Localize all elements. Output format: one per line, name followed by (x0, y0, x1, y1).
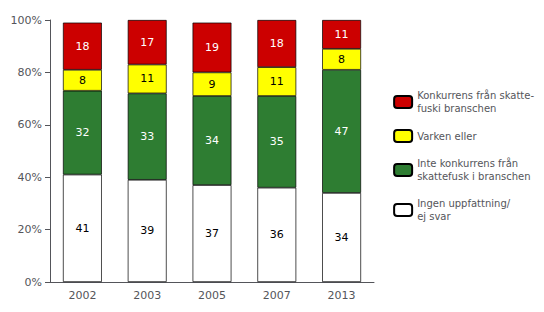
svg-text:35: 35 (270, 135, 284, 148)
svg-text:Ingen uppfattning/: Ingen uppfattning/ (417, 198, 511, 209)
svg-text:11: 11 (140, 72, 154, 85)
svg-text:11: 11 (270, 75, 284, 88)
svg-text:19: 19 (205, 41, 219, 54)
svg-text:skattefusk i branschen: skattefusk i branschen (417, 171, 530, 182)
svg-text:2013: 2013 (328, 289, 356, 302)
svg-text:11: 11 (335, 28, 349, 41)
svg-text:ej svar: ej svar (417, 211, 451, 222)
svg-text:fuski branschen: fuski branschen (417, 103, 496, 114)
svg-text:8: 8 (338, 53, 345, 66)
svg-text:47: 47 (335, 125, 349, 138)
svg-text:9: 9 (209, 78, 216, 91)
svg-text:18: 18 (75, 40, 89, 53)
svg-text:Konkurrens från skatte-: Konkurrens från skatte- (417, 89, 534, 101)
svg-text:8: 8 (79, 74, 86, 87)
svg-text:60%: 60% (18, 118, 42, 131)
svg-text:2003: 2003 (133, 289, 161, 302)
svg-text:39: 39 (140, 224, 154, 237)
svg-text:Varken eller: Varken eller (417, 131, 477, 142)
svg-text:100%: 100% (11, 14, 42, 27)
svg-text:2005: 2005 (198, 289, 226, 302)
svg-text:0%: 0% (25, 276, 42, 289)
svg-text:33: 33 (140, 130, 154, 143)
svg-text:40%: 40% (18, 171, 42, 184)
svg-text:2007: 2007 (263, 289, 291, 302)
svg-text:80%: 80% (18, 66, 42, 79)
svg-text:32: 32 (75, 126, 89, 139)
svg-text:41: 41 (75, 222, 89, 235)
svg-text:36: 36 (270, 228, 284, 241)
svg-text:20%: 20% (18, 223, 42, 236)
svg-text:34: 34 (205, 134, 219, 147)
svg-text:17: 17 (140, 36, 154, 49)
svg-text:18: 18 (270, 37, 284, 50)
svg-text:2002: 2002 (68, 289, 96, 302)
svg-text:34: 34 (335, 231, 349, 244)
svg-text:Inte konkurrens från: Inte konkurrens från (417, 157, 518, 169)
svg-text:37: 37 (205, 227, 219, 240)
